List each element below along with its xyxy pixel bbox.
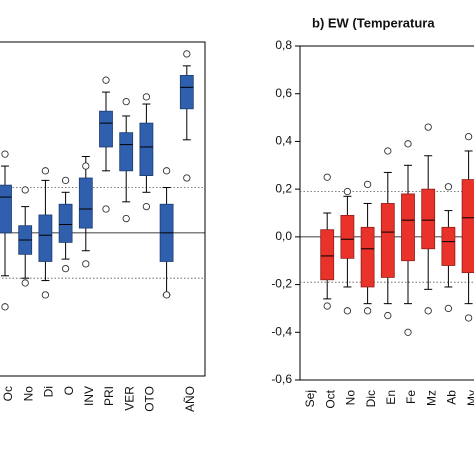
outlier [102, 205, 110, 213]
outlier [41, 291, 50, 299]
plot-frame [299, 45, 474, 381]
outlier [1, 150, 9, 158]
box [380, 203, 395, 278]
x-tick-label: Dic [364, 390, 378, 407]
x-tick-label: Mz [424, 390, 438, 406]
y-tick-label: 0,8 [275, 38, 292, 52]
box [139, 122, 154, 177]
outlier [21, 279, 29, 287]
outlier [162, 291, 171, 299]
x-tick-label: Fe [404, 390, 418, 404]
outlier [61, 176, 70, 185]
x-tick-label: VER [122, 386, 136, 411]
x-tick-label: Sej [303, 390, 317, 407]
y-tick-label: -0,4 [271, 324, 292, 338]
box [99, 110, 113, 148]
box [441, 226, 456, 266]
outlier [363, 307, 372, 315]
box [179, 75, 194, 110]
outlier [61, 264, 70, 273]
outlier [343, 187, 352, 196]
outlier [444, 304, 453, 313]
box [78, 177, 93, 229]
outlier [363, 180, 372, 189]
x-tick-label: No [344, 390, 358, 406]
x-tick-label: Oct [323, 389, 337, 408]
box [401, 193, 415, 262]
box [340, 214, 355, 259]
x-tick-label: O [62, 386, 76, 395]
y-tick-label: 0,6 [275, 86, 292, 100]
plot-frame [0, 41, 206, 377]
x-tick-label: AÑO [183, 386, 197, 412]
x-tick-label: Oc [1, 386, 15, 401]
outlier [142, 93, 151, 101]
outlier [464, 314, 473, 322]
outlier [122, 214, 130, 223]
outlier [183, 50, 191, 58]
box [360, 226, 375, 288]
outlier [424, 123, 432, 131]
outlier [464, 133, 473, 141]
outlier [444, 183, 453, 191]
box [421, 188, 436, 250]
outlier [41, 167, 50, 175]
outlier [384, 147, 392, 155]
outlier [343, 307, 352, 315]
outlier [424, 307, 432, 315]
y-tick-label: -0,2 [271, 277, 292, 291]
x-tick-label: INV [82, 386, 96, 406]
outlier [404, 328, 412, 336]
outlier [82, 260, 90, 268]
outlier [82, 162, 90, 170]
outlier [102, 76, 110, 84]
box [58, 203, 73, 243]
outlier [323, 302, 331, 310]
outlier [122, 97, 130, 106]
x-tick-label: Di [42, 386, 56, 397]
x-tick-label: En [384, 390, 398, 405]
outlier [21, 186, 29, 194]
outlier [183, 174, 191, 182]
outlier [323, 173, 331, 181]
y-tick-label: 0,2 [275, 181, 292, 195]
y-tick-label: 0,0 [275, 229, 292, 243]
x-tick-label: No [21, 386, 35, 402]
x-tick-label: PRI [102, 386, 116, 406]
x-tick-label: Ab [445, 390, 459, 405]
chart-title: b) EW (Temperatura [312, 15, 435, 30]
box [0, 184, 12, 234]
y-tick-label: -0,6 [271, 372, 292, 386]
y-tick-label: 0,4 [275, 134, 292, 148]
box [461, 179, 474, 274]
outlier [384, 311, 392, 320]
outlier [1, 303, 9, 311]
box [320, 229, 335, 281]
box [38, 214, 53, 262]
x-tick-label: OTO [143, 386, 157, 412]
outlier [142, 202, 151, 211]
x-tick-label: My [465, 390, 474, 406]
outlier [404, 140, 412, 148]
outlier [162, 167, 171, 175]
box [119, 132, 134, 172]
